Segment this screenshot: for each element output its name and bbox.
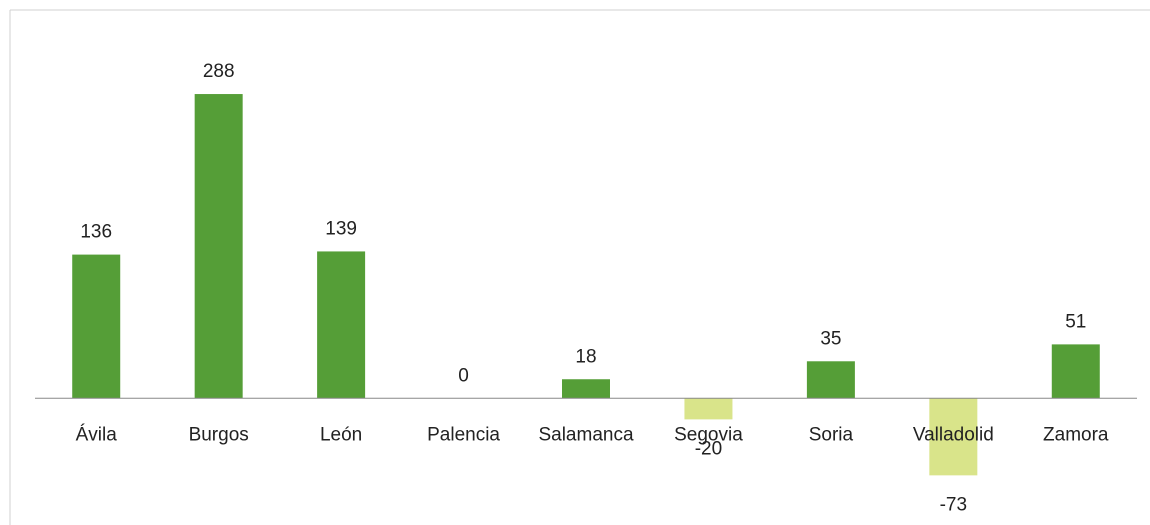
x-tick-label: Ávila — [76, 424, 118, 445]
data-label: 288 — [203, 61, 235, 82]
data-label: -20 — [695, 438, 722, 459]
data-label: 35 — [820, 328, 841, 349]
data-label: 51 — [1065, 311, 1086, 332]
bar — [562, 379, 610, 399]
x-tick-label: Segovia — [674, 424, 743, 445]
x-tick-label: Valladolid — [913, 424, 994, 445]
bar — [72, 254, 121, 399]
data-label: 0 — [458, 365, 469, 386]
bar — [806, 361, 855, 399]
x-tick-label: Salamanca — [538, 424, 633, 445]
bar — [684, 398, 733, 420]
bar — [929, 398, 978, 476]
x-tick-label: Soria — [809, 424, 854, 445]
bar — [317, 251, 366, 399]
data-label: -73 — [940, 494, 967, 515]
bar — [194, 94, 243, 399]
data-label: 139 — [325, 218, 357, 239]
bar — [1051, 344, 1100, 399]
x-tick-label: Burgos — [189, 424, 249, 445]
x-tick-label: Palencia — [427, 424, 500, 445]
data-label: 18 — [575, 346, 596, 367]
data-label: 136 — [80, 222, 112, 243]
x-tick-label: Zamora — [1043, 424, 1109, 445]
x-tick-label: León — [320, 424, 362, 445]
